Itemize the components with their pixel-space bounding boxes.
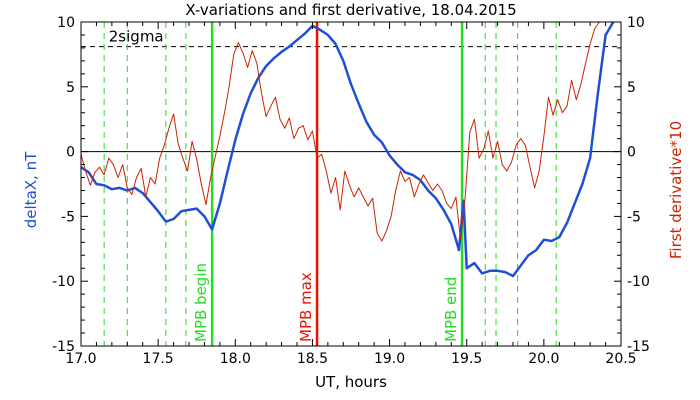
y-tick-label-right: 5 xyxy=(627,80,636,96)
series-line-derivative xyxy=(80,21,600,242)
x-tick-label: 18.0 xyxy=(220,351,251,367)
y-tick-label-left: -15 xyxy=(52,339,75,355)
x-tick-label: 17.5 xyxy=(143,351,174,367)
plot-area: 2sigma MPB begin MPB max MPB end 17.0 17.5 18.… xyxy=(52,15,650,367)
y-tick-label-right: -10 xyxy=(627,274,650,290)
marker-label-mpb-end: MPB end xyxy=(442,277,460,342)
x-tick-label: 19.0 xyxy=(374,351,405,367)
y-axis-right-label: First derivative*10 xyxy=(667,121,685,259)
series-line-deltax xyxy=(80,21,615,278)
y-tick-label-right: 10 xyxy=(627,15,645,31)
chart-title: X-variations and first derivative, 18.04… xyxy=(185,1,516,19)
y-tick-label-right: -5 xyxy=(627,209,641,225)
plot-frame xyxy=(80,21,622,347)
x-tick-label: 20.5 xyxy=(605,351,636,367)
marker-label-mpb-begin: MPB begin xyxy=(192,263,210,342)
y-axis-left-label: deltaX, nT xyxy=(22,151,40,228)
y-tick-label-right: -15 xyxy=(627,339,650,355)
x-tick-label: 20.0 xyxy=(528,351,559,367)
x-tick-label: 17.0 xyxy=(65,351,96,367)
x-tick-label: 19.5 xyxy=(451,351,482,367)
y-tick-label-left: -10 xyxy=(52,274,75,290)
y-tick-label-left: 0 xyxy=(66,145,75,161)
y-tick-label-left: 10 xyxy=(57,15,75,31)
y-tick-label-left: -5 xyxy=(61,209,75,225)
x-axis-label: UT, hours xyxy=(315,373,387,391)
marker-label-mpb-max: MPB max xyxy=(297,272,315,342)
y-tick-label-left: 5 xyxy=(66,80,75,96)
x-tick-label: 18.5 xyxy=(297,351,328,367)
y-tick-label-right: 0 xyxy=(627,145,636,161)
sigma-threshold-label: 2sigma xyxy=(109,28,164,46)
